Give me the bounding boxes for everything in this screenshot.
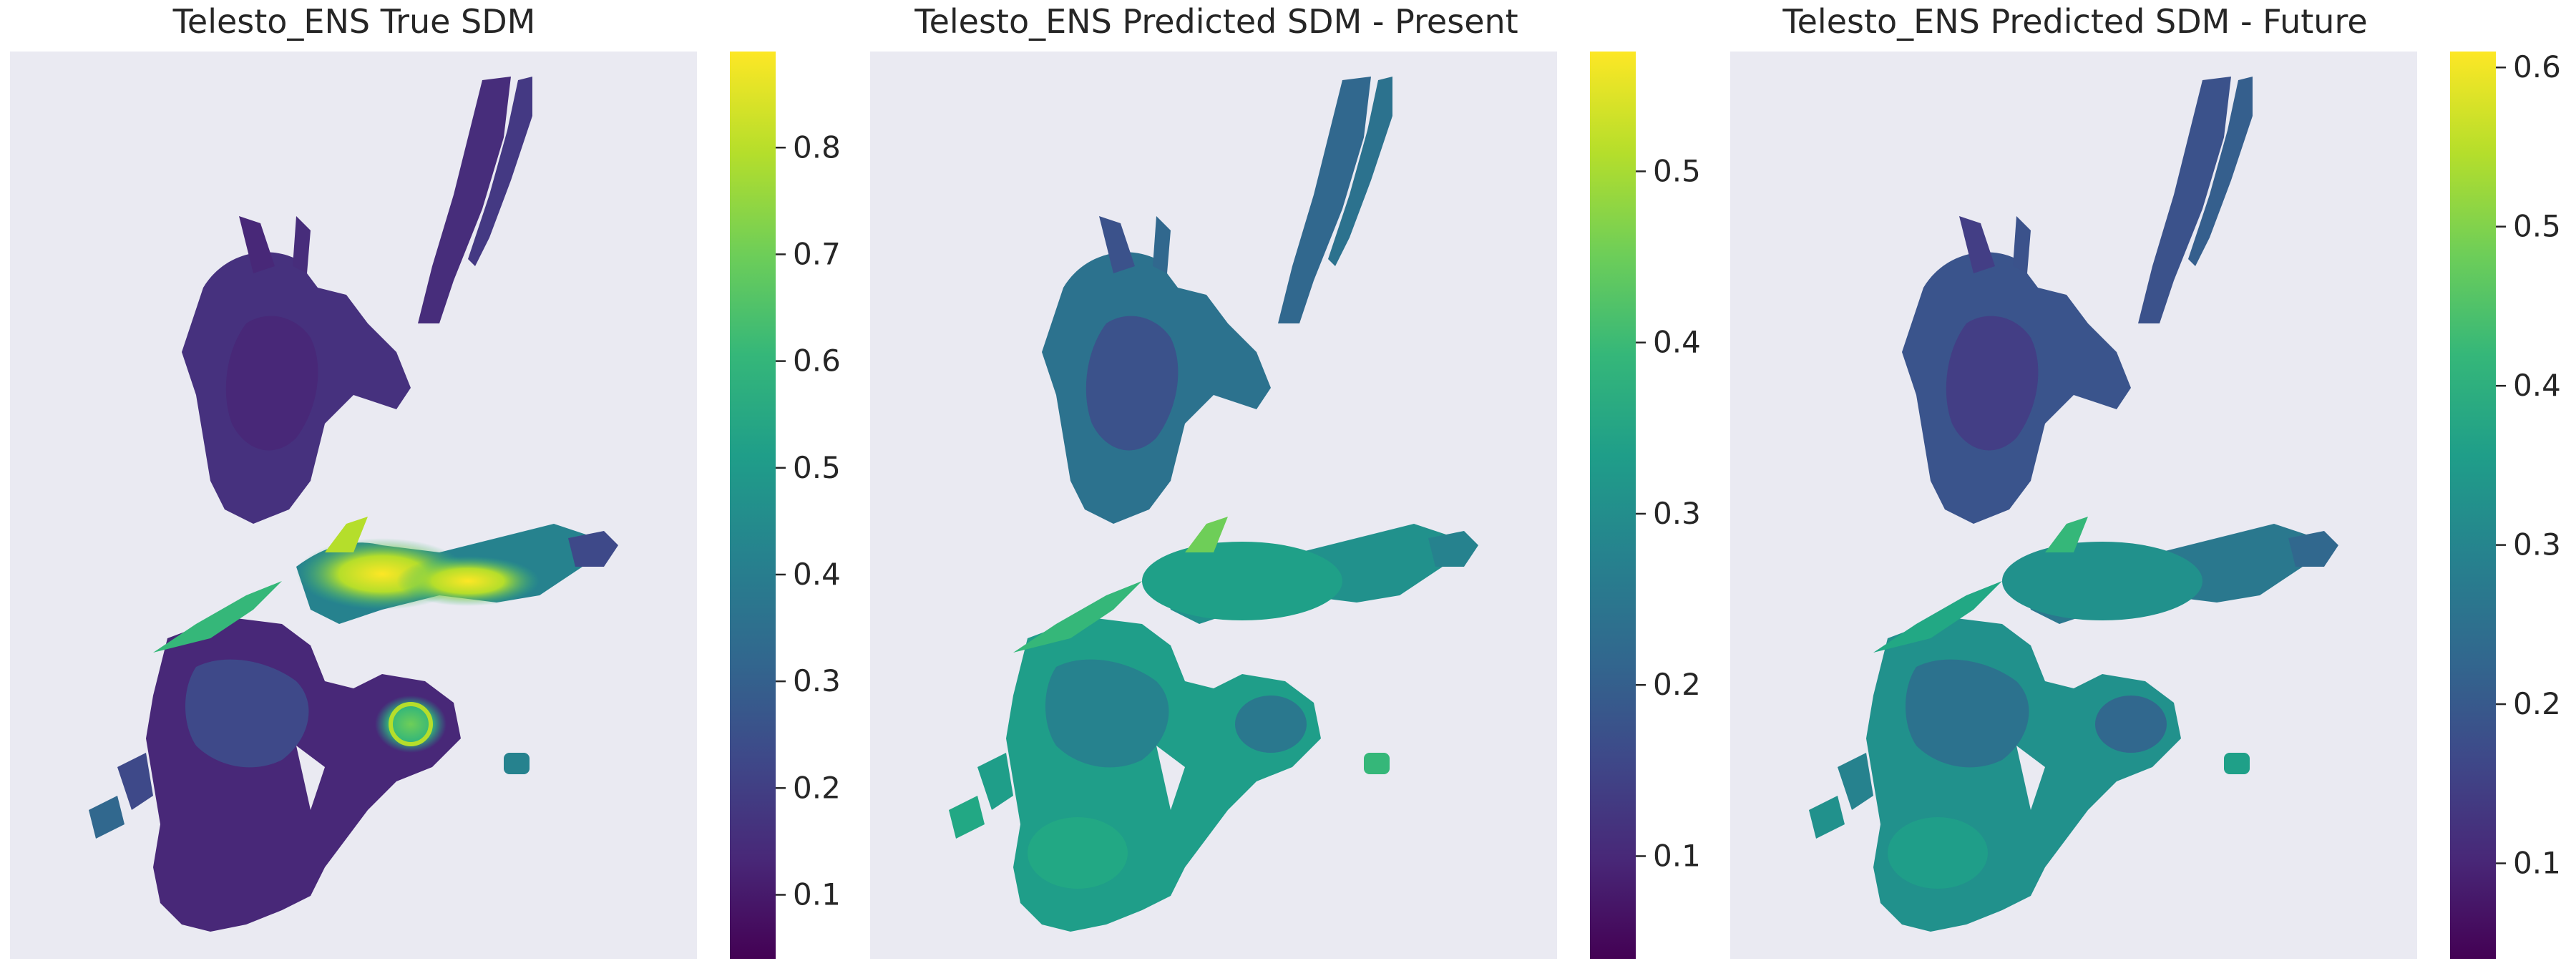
colorbar-tick-label: 0.5 — [1653, 153, 1701, 188]
colorbar-ticks: 0.1 0.2 0.3 0.4 0.5 0.6 0.7 0.8 — [776, 130, 841, 912]
colorbar-tick-label: 0.1 — [793, 877, 841, 912]
colorbar-tick-label: 0.1 — [1653, 838, 1701, 873]
colorbar-tick-label: 0.6 — [793, 343, 841, 379]
colorbar-tick-label: 0.3 — [1653, 496, 1701, 531]
colorbar-tick-label: 0.5 — [2513, 209, 2561, 244]
colorbar-tick-label: 0.8 — [793, 130, 841, 165]
panel-true-sdm: Telesto_ENS True SDM — [10, 2, 841, 959]
colorbar-tick-label: 0.2 — [1653, 667, 1701, 702]
colorbar-tick-label: 0.3 — [793, 663, 841, 698]
sdm-map — [949, 77, 1478, 932]
colorbar-tick-label: 0.4 — [793, 557, 841, 592]
colorbar-tick-label: 0.3 — [2513, 527, 2561, 562]
panel-title: Telesto_ENS Predicted SDM - Present — [914, 2, 1518, 41]
colorbar-tick-label: 0.4 — [1653, 325, 1701, 360]
colorbar-tick-label: 0.5 — [793, 450, 841, 485]
panel-predicted-present: Telesto_ENS Predicted SDM - Present 0.10… — [870, 2, 1701, 959]
colorbar-tick-label: 0.4 — [2513, 368, 2561, 403]
colorbar-tick-label: 0.7 — [793, 236, 841, 271]
colorbar-ticks: 0.1 0.2 0.3 0.4 0.5 0.6 — [2496, 49, 2561, 881]
panel-predicted-future: Telesto_ENS Predicted SDM - Future 0.10.… — [1730, 2, 2561, 959]
colorbar — [730, 52, 776, 959]
colorbar — [2450, 52, 2496, 959]
colorbar-ticks: 0.1 0.2 0.3 0.4 0.5 — [1636, 153, 1701, 873]
colorbar-tick-label: 0.2 — [793, 770, 841, 805]
colorbar-tick-label: 0.1 — [2513, 846, 2561, 881]
colorbar — [1590, 52, 1636, 959]
panel-title: Telesto_ENS Predicted SDM - Future — [1782, 2, 2367, 41]
sdm-map — [89, 77, 618, 932]
panel-title: Telesto_ENS True SDM — [172, 2, 536, 41]
sdm-map — [1809, 77, 2338, 932]
colorbar-tick-label: 0.2 — [2513, 686, 2561, 721]
colorbar-tick-label: 0.6 — [2513, 49, 2561, 84]
